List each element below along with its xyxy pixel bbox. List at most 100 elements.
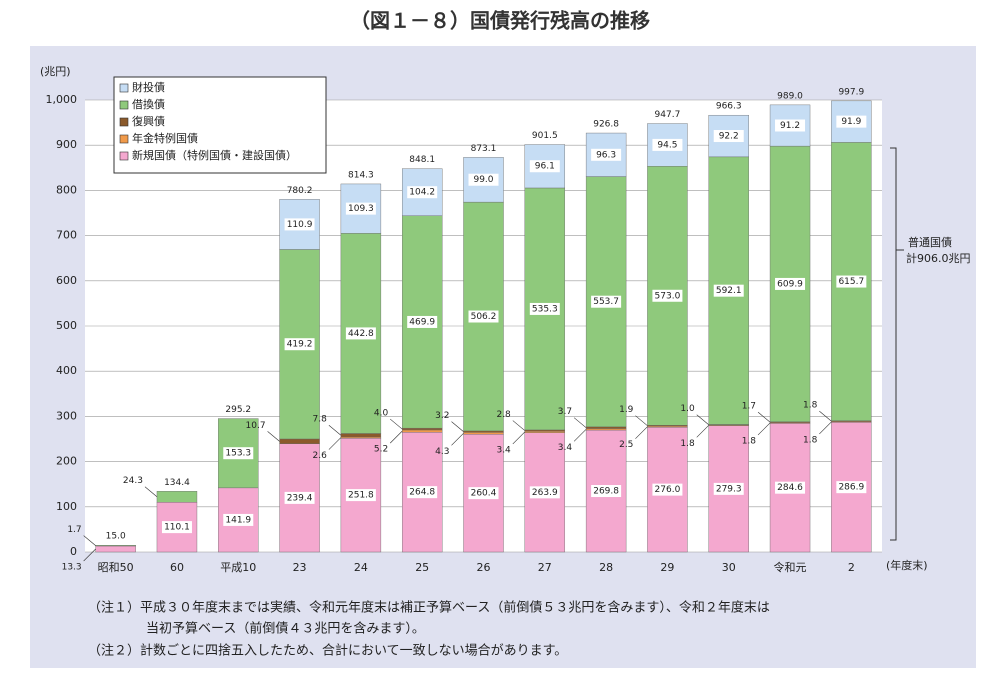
data-label: 469.9 xyxy=(409,317,435,327)
total-label: 134.4 xyxy=(164,478,190,488)
label-bg xyxy=(775,277,806,290)
data-label: 264.8 xyxy=(409,488,435,498)
data-label: 109.3 xyxy=(348,204,374,214)
y-tick-label: 500 xyxy=(56,319,77,332)
y-tick-label: 100 xyxy=(56,500,77,513)
data-label: 442.8 xyxy=(348,329,374,339)
leader xyxy=(635,426,648,439)
x-tick-label: 23 xyxy=(293,561,307,574)
data-label: 251.8 xyxy=(348,491,374,501)
x-tick-label: 令和元 xyxy=(774,560,807,574)
label-bg xyxy=(652,138,683,151)
data-label: 92.2 xyxy=(719,132,739,142)
x-tick-label: 60 xyxy=(170,561,184,574)
data-label: 535.3 xyxy=(532,304,558,314)
bar-segment xyxy=(95,545,136,553)
data-label: 1.8 xyxy=(680,439,695,449)
x-tick-label: 平成10 xyxy=(220,561,256,574)
y-unit: (兆円) xyxy=(40,65,71,78)
data-label: 4.0 xyxy=(374,409,389,419)
data-label: 3.4 xyxy=(558,443,573,453)
data-label: 276.0 xyxy=(655,485,681,495)
label-bg xyxy=(284,218,315,231)
annotation: 普通国債 xyxy=(908,235,952,249)
note: （注２）計数ごとに四捨五入したため、合計において一致しない場合があります。 xyxy=(88,643,567,659)
bar-segment xyxy=(279,438,320,444)
data-label: 2.8 xyxy=(496,410,511,420)
leader xyxy=(267,431,280,442)
data-label: 1.7 xyxy=(67,525,81,535)
legend xyxy=(113,76,327,174)
total-label: 926.8 xyxy=(593,120,619,130)
y-tick-label: 1,000 xyxy=(46,93,78,106)
legend-swatch xyxy=(119,117,129,127)
data-label: 419.2 xyxy=(287,340,313,350)
x-tick-label: 26 xyxy=(477,561,491,574)
label-bg xyxy=(775,119,806,132)
data-label: 3.2 xyxy=(435,411,449,421)
total-label: 814.3 xyxy=(348,170,374,180)
data-label: 260.4 xyxy=(471,489,497,499)
leader xyxy=(451,433,464,446)
x-tick-label: 25 xyxy=(415,561,429,574)
label-bg xyxy=(223,513,254,526)
leader xyxy=(512,420,525,431)
bar-segment xyxy=(463,430,504,433)
data-label: 110.1 xyxy=(164,523,190,533)
data-label: 104.2 xyxy=(409,188,435,198)
y-tick-label: 300 xyxy=(56,409,77,422)
leader xyxy=(696,425,709,438)
x-tick-label: 30 xyxy=(722,561,736,574)
legend-label: 年金特例国債 xyxy=(132,131,198,145)
leader xyxy=(696,414,709,425)
legend-swatch xyxy=(119,100,129,110)
data-label: 24.3 xyxy=(123,476,143,486)
label-bg xyxy=(468,310,499,323)
total-label: 780.2 xyxy=(287,186,313,196)
label-bg xyxy=(529,302,560,315)
leader xyxy=(757,411,771,423)
data-label: 3.4 xyxy=(496,445,511,455)
data-label: 10.7 xyxy=(246,421,266,431)
data-label: 615.7 xyxy=(838,277,864,287)
data-label: 1.9 xyxy=(619,405,634,415)
label-bg xyxy=(345,202,376,215)
label-bg xyxy=(468,173,499,186)
label-bg xyxy=(775,481,806,494)
label-bg xyxy=(161,521,192,534)
data-label: 1.0 xyxy=(680,404,695,414)
bar-segment xyxy=(95,545,136,547)
label-bg xyxy=(345,489,376,502)
label-bg xyxy=(223,447,254,460)
data-label: 1.8 xyxy=(742,436,757,446)
data-label: 553.7 xyxy=(593,297,619,307)
leader xyxy=(512,431,526,445)
data-label: 573.0 xyxy=(655,291,681,301)
leader xyxy=(819,421,832,435)
bar-segment xyxy=(340,433,382,438)
leader xyxy=(83,548,96,562)
x-tick-label: 24 xyxy=(354,561,368,574)
x-tick-label: 27 xyxy=(538,561,552,574)
label-bg xyxy=(407,486,438,499)
label-bg xyxy=(529,486,560,499)
data-label: 263.9 xyxy=(532,488,558,498)
leader xyxy=(451,421,464,432)
data-label: 96.1 xyxy=(535,162,555,172)
total-label: 15.0 xyxy=(106,532,126,542)
label-bg xyxy=(591,148,622,161)
leader xyxy=(757,422,771,436)
y-tick-label: 700 xyxy=(56,229,77,242)
data-label: 1.7 xyxy=(742,402,756,412)
total-label: 947.7 xyxy=(655,110,681,120)
total-label: 848.1 xyxy=(409,155,435,165)
label-bg xyxy=(345,327,376,340)
data-label: 609.9 xyxy=(777,279,803,289)
data-label: 13.3 xyxy=(62,562,82,572)
y-tick-label: 600 xyxy=(56,274,77,287)
label-bg xyxy=(407,315,438,328)
data-label: 7.8 xyxy=(313,415,328,425)
label-bg xyxy=(836,275,867,288)
data-label: 110.9 xyxy=(287,220,313,230)
bar-segment xyxy=(463,432,504,435)
